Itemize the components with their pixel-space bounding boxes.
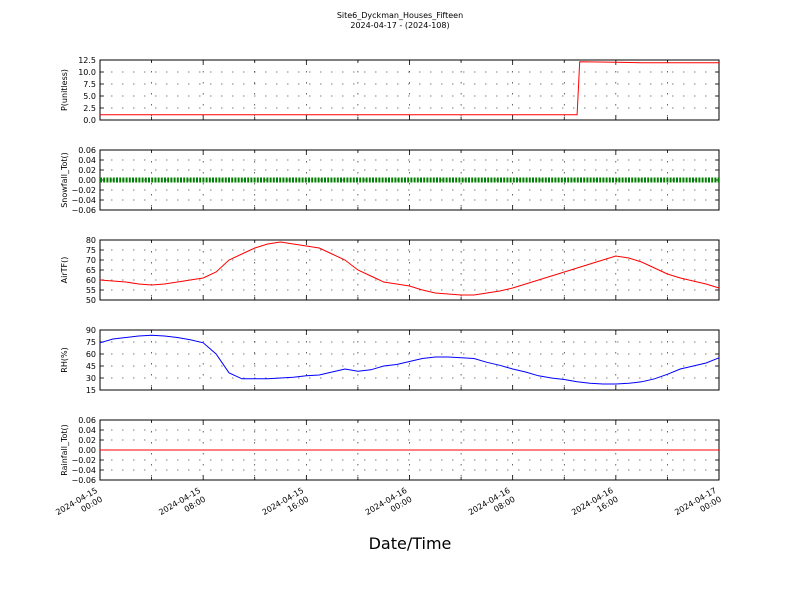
y-tick-label: 45 [86,362,96,371]
subplot-5: −0.06−0.04−0.020.000.020.040.06 Rainfall_… [60,416,720,485]
y-tick-label: 60 [86,276,96,285]
y-tick-label: 50 [86,296,96,305]
chart-title: Site6_Dyckman_Houses_Fifteen [336,11,464,20]
x-tick-label: 2024-04-1516:00 [261,486,311,526]
y-tick-label: 30 [86,374,96,383]
series-line [100,61,719,116]
x-tick-label: 2024-04-1700:00 [673,486,723,526]
series-line [99,334,720,385]
y-axis-label: AirTF() [60,257,69,284]
x-tick-label: 2024-04-1616:00 [570,486,620,526]
x-tick-label: 2024-04-1600:00 [364,486,414,526]
y-tick-label: 0.04 [78,426,96,435]
y-tick-label: 10.0 [78,68,96,77]
x-axis-label: Date/Time [368,534,452,553]
y-tick-label: 70 [86,256,96,265]
y-tick-label: 0.02 [78,436,96,445]
y-tick-label: −0.06 [71,206,96,215]
y-tick-label: 0.06 [78,416,96,425]
subplot-1: 0.0 2.5 5.0 7.5 10.0 12.5 P(unitless) [60,56,720,125]
y-tick-label: −0.02 [71,186,96,195]
y-tick-label: 0.0 [83,116,96,125]
y-tick-label: −0.04 [71,196,96,205]
y-tick-label: 12.5 [78,56,96,65]
y-axis-label: RH(%) [60,347,69,372]
y-tick-label: −0.04 [71,466,96,475]
y-tick-label: 0.02 [78,166,96,175]
y-tick-label: 0.00 [78,176,96,185]
plot-area [99,329,720,391]
y-tick-label: 90 [86,326,96,335]
x-tick-label: 2024-04-1500:00 [54,486,104,526]
x-tick-label: 2024-04-1508:00 [157,486,207,526]
y-tick-label: 80 [86,236,96,245]
y-tick-label: 60 [86,350,96,359]
y-axis-label: P(unitless) [60,69,69,111]
y-tick-label: 0.04 [78,156,96,165]
series-line [99,241,720,296]
y-axis-label: Rainfall_Tot() [60,424,69,476]
x-tick-label: 2024-04-1608:00 [467,486,517,526]
subplot-4: 15 30 45 60 75 90 RH(%) [60,326,720,395]
y-tick-label: 55 [86,286,96,295]
y-tick-label: 5.0 [83,92,96,101]
plot-area [99,59,720,121]
y-tick-label: −0.02 [71,456,96,465]
y-tick-label: 7.5 [83,80,96,89]
y-tick-label: 0.06 [78,146,96,155]
y-axis-label: Snowfall_Tot() [60,152,69,208]
y-tick-label: 2.5 [83,104,96,113]
chart-subtitle: 2024-04-17 - (2024-108) [350,21,450,30]
y-tick-label: 65 [86,266,96,275]
y-tick-label: −0.06 [71,476,96,485]
y-tick-label: 15 [86,386,96,395]
y-tick-label: 75 [86,338,96,347]
y-tick-label: 0.00 [78,446,96,455]
y-tick-label: 75 [86,246,96,255]
subplot-2: −0.06−0.04−0.020.000.020.040.06 Snowfall_… [60,146,720,215]
